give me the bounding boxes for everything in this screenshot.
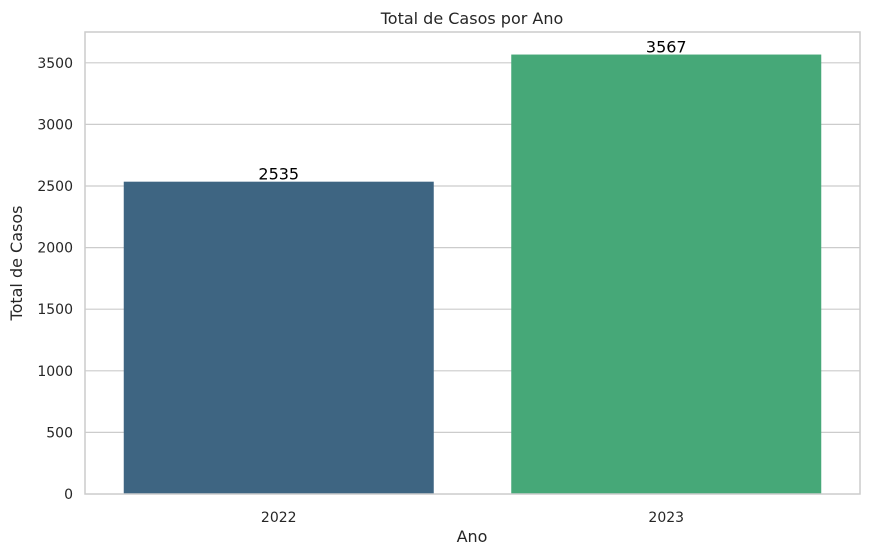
x-tick-label: 2022: [261, 510, 297, 526]
bars: [123, 54, 822, 495]
y-tick-label: 1000: [37, 364, 73, 380]
y-tick-label: 500: [46, 425, 73, 441]
bar-value-label: 3567: [646, 38, 687, 57]
bar-value-label: 2535: [258, 165, 299, 184]
bar-data-labels: 2535 3567: [258, 38, 686, 184]
y-tick-label: 2500: [37, 179, 73, 195]
y-axis-title: Total de Casos: [7, 206, 26, 322]
y-tick-label: 1500: [37, 302, 73, 318]
x-tick-label: 2023: [648, 510, 684, 526]
bar-2022: [123, 181, 434, 495]
plot-frame: [84, 31, 861, 495]
x-tick-labels: 2022 2023: [261, 510, 684, 526]
y-tick-label: 2000: [37, 241, 73, 257]
bar-2023: [511, 54, 822, 495]
y-tick-labels: 0 500 1000 1500 2000 2500 3000 3500: [37, 56, 73, 503]
y-tick-label: 0: [64, 487, 73, 503]
x-axis-title: Ano: [457, 527, 488, 546]
y-tick-label: 3000: [37, 117, 73, 133]
y-tick-label: 3500: [37, 56, 73, 72]
chart-title: Total de Casos por Ano: [380, 9, 564, 28]
